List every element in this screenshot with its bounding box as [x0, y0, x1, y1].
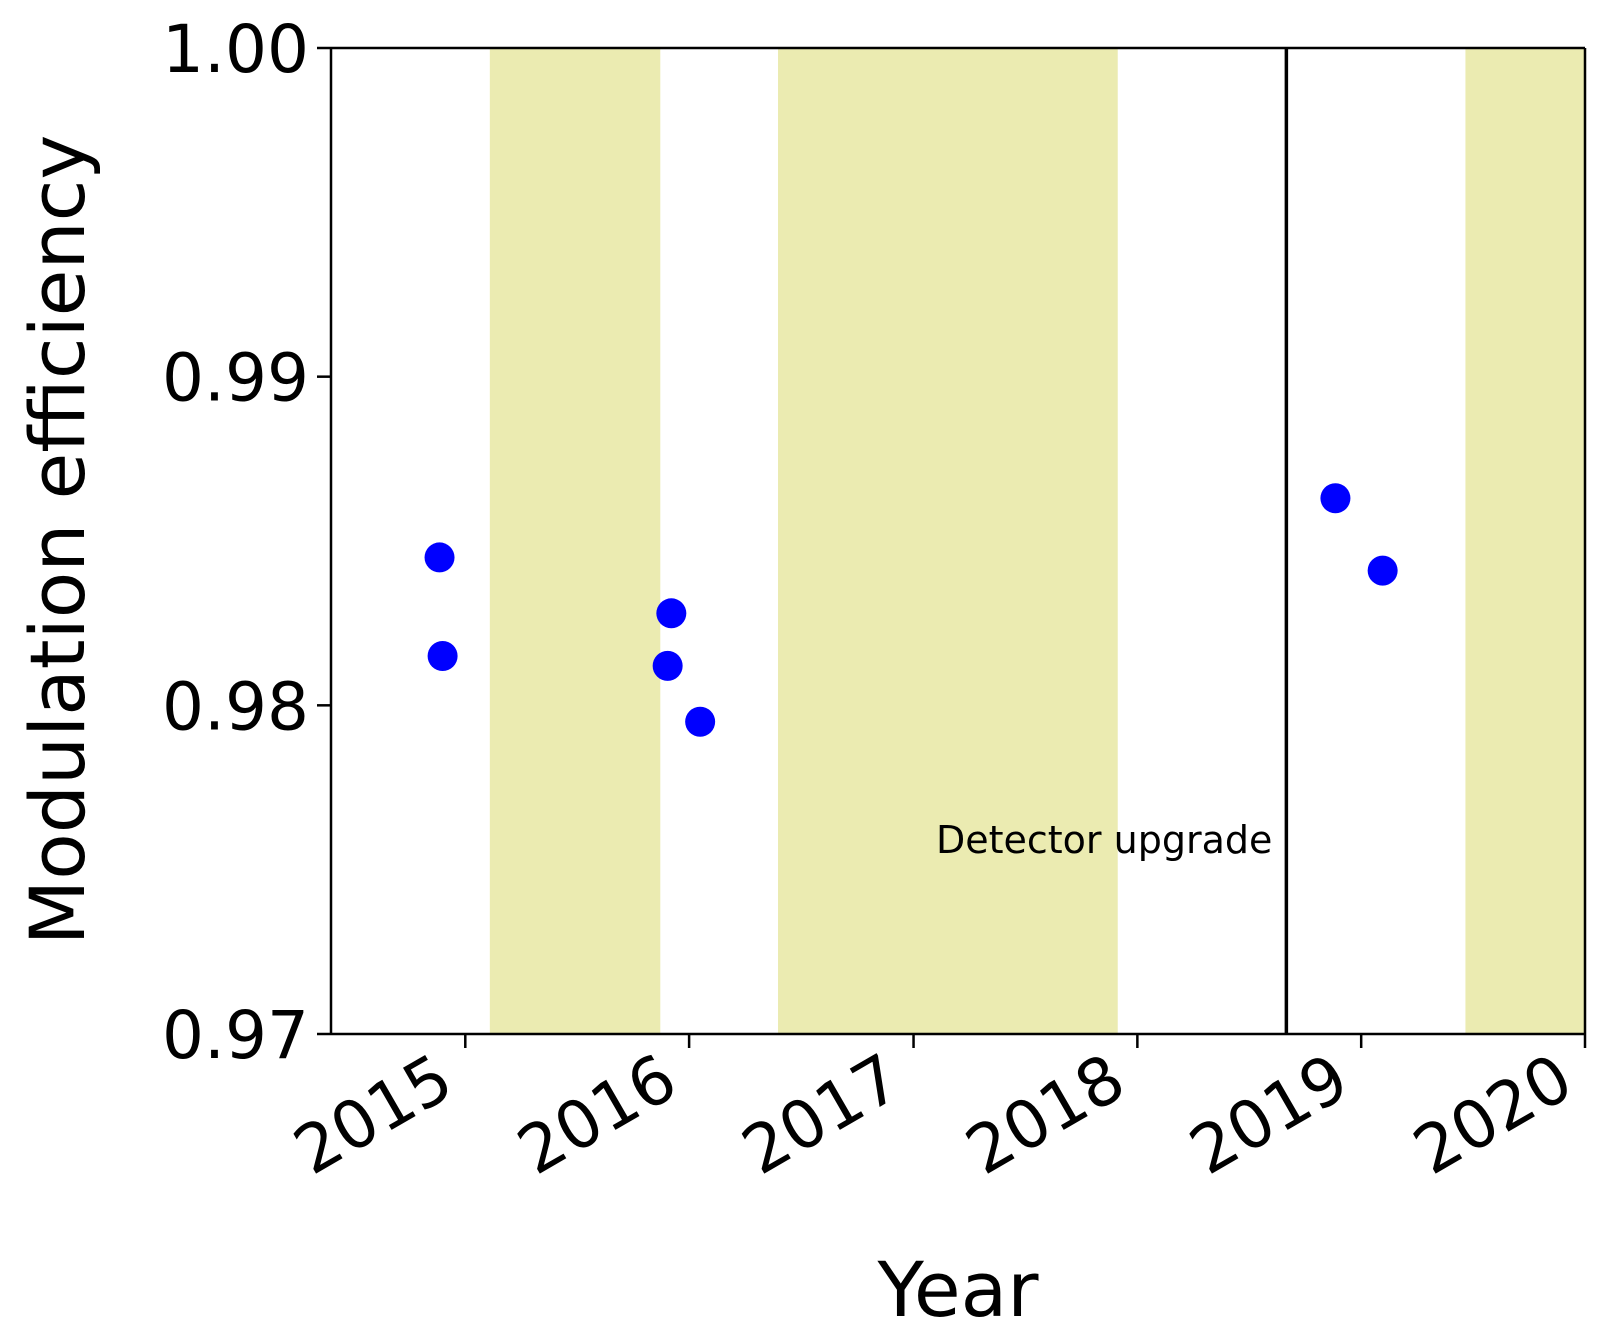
x-tick-label: 2020: [1401, 1039, 1585, 1190]
data-point-1-4: [656, 598, 687, 629]
x-tick-label: 2016: [505, 1039, 689, 1190]
y-tick-label: 0.97: [162, 997, 309, 1074]
annotation-label: Detector upgrade: [936, 818, 1272, 862]
shaded-period-3: [1465, 48, 1585, 1034]
x-tick-label: 2017: [730, 1039, 914, 1190]
data-point-1-1: [424, 542, 455, 573]
data-point-1-3: [652, 650, 683, 681]
annotations: Detector upgrade: [936, 818, 1272, 862]
data-point-2-2: [1367, 555, 1398, 586]
y-tick-label: 0.99: [162, 340, 309, 417]
shaded-periods: [489, 48, 1585, 1034]
data-points: [424, 483, 1398, 737]
y-tick-label: 1.00: [162, 11, 309, 88]
data-point-1-2: [427, 641, 458, 672]
shaded-period-2: [778, 48, 1118, 1034]
y-tick-label: 0.98: [162, 668, 309, 745]
data-point-2-1: [1320, 483, 1351, 514]
x-tick-label: 2019: [1177, 1039, 1361, 1190]
y-axis-title: Modulation efficiency: [13, 135, 102, 946]
x-axis-title: Year: [877, 1245, 1040, 1332]
axes: [329, 46, 1587, 1036]
shaded-period-1: [489, 48, 661, 1034]
data-point-1-5: [685, 706, 716, 737]
x-tick-label: 2018: [953, 1039, 1137, 1190]
